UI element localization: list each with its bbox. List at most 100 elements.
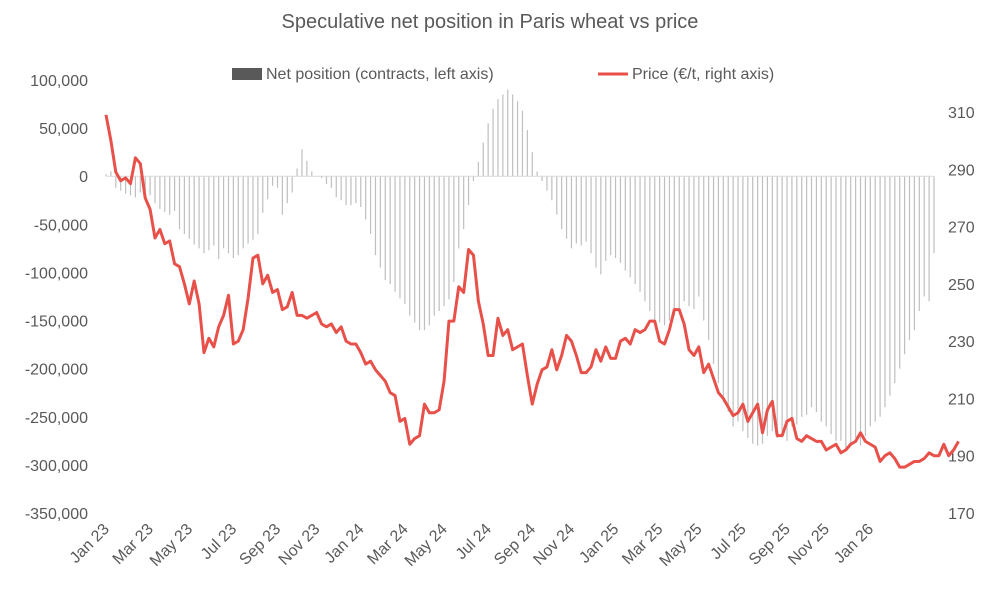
net-position-bar xyxy=(428,176,430,326)
x-axis-tick-label: Nov 24 xyxy=(530,521,578,569)
x-axis-tick-label: Jan 23 xyxy=(67,521,113,567)
net-position-bar xyxy=(178,176,181,230)
net-position-bar xyxy=(904,176,906,355)
net-position-bar xyxy=(472,176,475,182)
net-position-bar xyxy=(355,176,357,204)
x-axis-tick-label: Jul 23 xyxy=(198,521,240,563)
net-position-bar xyxy=(830,176,832,435)
net-position-bar xyxy=(737,176,739,422)
net-position-bar xyxy=(379,176,381,268)
net-position-bar xyxy=(899,176,901,369)
net-position-bar xyxy=(894,176,896,384)
net-position-bar xyxy=(879,176,881,417)
net-position-bar xyxy=(815,176,818,412)
net-position-bar xyxy=(350,176,352,206)
right-axis-tick-label: 270 xyxy=(948,220,975,237)
net-position-bar xyxy=(271,176,274,186)
net-position-bar xyxy=(526,130,528,177)
net-position-bar xyxy=(340,176,342,201)
x-axis-tick-label: Jul 25 xyxy=(708,521,750,563)
net-position-bar xyxy=(129,176,132,196)
net-position-bar xyxy=(727,176,729,412)
net-position-bar xyxy=(546,176,548,191)
net-position-bar xyxy=(512,94,514,177)
net-position-bar xyxy=(644,176,646,302)
net-position-bar xyxy=(369,176,372,234)
net-position-bar xyxy=(884,176,886,408)
net-position-bar xyxy=(757,176,759,446)
right-axis-tick-label: 290 xyxy=(948,162,975,179)
net-position-bar xyxy=(482,142,484,177)
net-position-bar xyxy=(595,176,597,268)
net-position-bar xyxy=(722,176,724,403)
x-axis-tick-label: Sep 25 xyxy=(746,521,794,569)
left-axis-tick-label: 50,000 xyxy=(39,121,88,138)
legend-line-label: Price (€/t, right axis) xyxy=(632,66,774,83)
net-position-bar xyxy=(105,174,107,177)
left-axis-tick-label: -150,000 xyxy=(25,314,88,331)
net-position-bar xyxy=(281,176,283,215)
net-position-bar xyxy=(360,176,362,208)
left-axis-tick-label: -250,000 xyxy=(25,410,88,427)
net-position-bar xyxy=(634,176,636,284)
net-position-bar xyxy=(732,176,734,427)
net-position-bar xyxy=(345,176,347,206)
net-position-bar xyxy=(761,176,764,444)
net-position-bar xyxy=(801,176,803,417)
net-position-bar xyxy=(771,176,773,432)
net-position-bar xyxy=(869,176,871,427)
net-position-bar xyxy=(325,176,328,184)
net-position-bar xyxy=(810,176,813,408)
net-position-bar xyxy=(663,176,666,326)
net-position-bar xyxy=(409,176,411,316)
net-position-bar xyxy=(208,176,210,251)
net-position-bar xyxy=(703,176,705,321)
net-position-bar xyxy=(286,176,288,204)
net-position-bar xyxy=(120,176,122,191)
net-position-bar xyxy=(467,176,470,206)
net-position-bar xyxy=(110,171,112,177)
net-position-bar xyxy=(394,176,396,292)
net-position-bar xyxy=(384,176,386,281)
left-axis-tick-label: -100,000 xyxy=(25,265,88,282)
net-position-bar xyxy=(585,176,587,242)
net-position-bar xyxy=(918,176,920,311)
net-position-bar xyxy=(487,123,489,177)
net-position-bar xyxy=(610,176,612,256)
net-position-bar xyxy=(222,176,225,249)
net-position-bar xyxy=(448,176,450,300)
net-position-bar xyxy=(659,176,661,323)
net-position-bar xyxy=(747,176,749,438)
net-position-bar xyxy=(497,99,499,177)
x-axis-tick-label: Jan 24 xyxy=(322,521,368,567)
net-position-bar xyxy=(242,176,244,249)
net-position-bar xyxy=(678,176,680,311)
net-position-bar xyxy=(561,176,563,230)
x-axis-tick-label: Jan 25 xyxy=(576,521,622,567)
net-position-bar xyxy=(541,176,543,182)
net-position-bar xyxy=(668,176,671,321)
net-position-bar xyxy=(717,176,720,384)
net-position-bar xyxy=(247,176,249,244)
net-position-bar xyxy=(600,176,602,275)
right-axis-tick-label: 230 xyxy=(948,334,975,351)
net-position-bar xyxy=(404,176,406,305)
right-axis-tick-label: 250 xyxy=(948,277,975,294)
net-position-bar xyxy=(806,176,808,415)
net-position-bar xyxy=(492,108,494,177)
net-position-bar xyxy=(673,176,675,316)
net-position-bar xyxy=(423,176,426,331)
net-position-bar xyxy=(889,176,891,396)
net-position-bar xyxy=(791,176,793,427)
x-axis-tick-label: Nov 25 xyxy=(785,521,833,569)
x-axis-tick-label: May 24 xyxy=(402,521,451,570)
net-position-bar xyxy=(139,176,141,193)
net-position-bar xyxy=(766,176,769,437)
net-position-bar xyxy=(825,176,827,427)
net-position-bar xyxy=(688,176,690,307)
net-position-bar xyxy=(154,176,156,204)
net-position-bar xyxy=(301,149,303,177)
x-axis-tick-label: May 23 xyxy=(147,521,196,570)
